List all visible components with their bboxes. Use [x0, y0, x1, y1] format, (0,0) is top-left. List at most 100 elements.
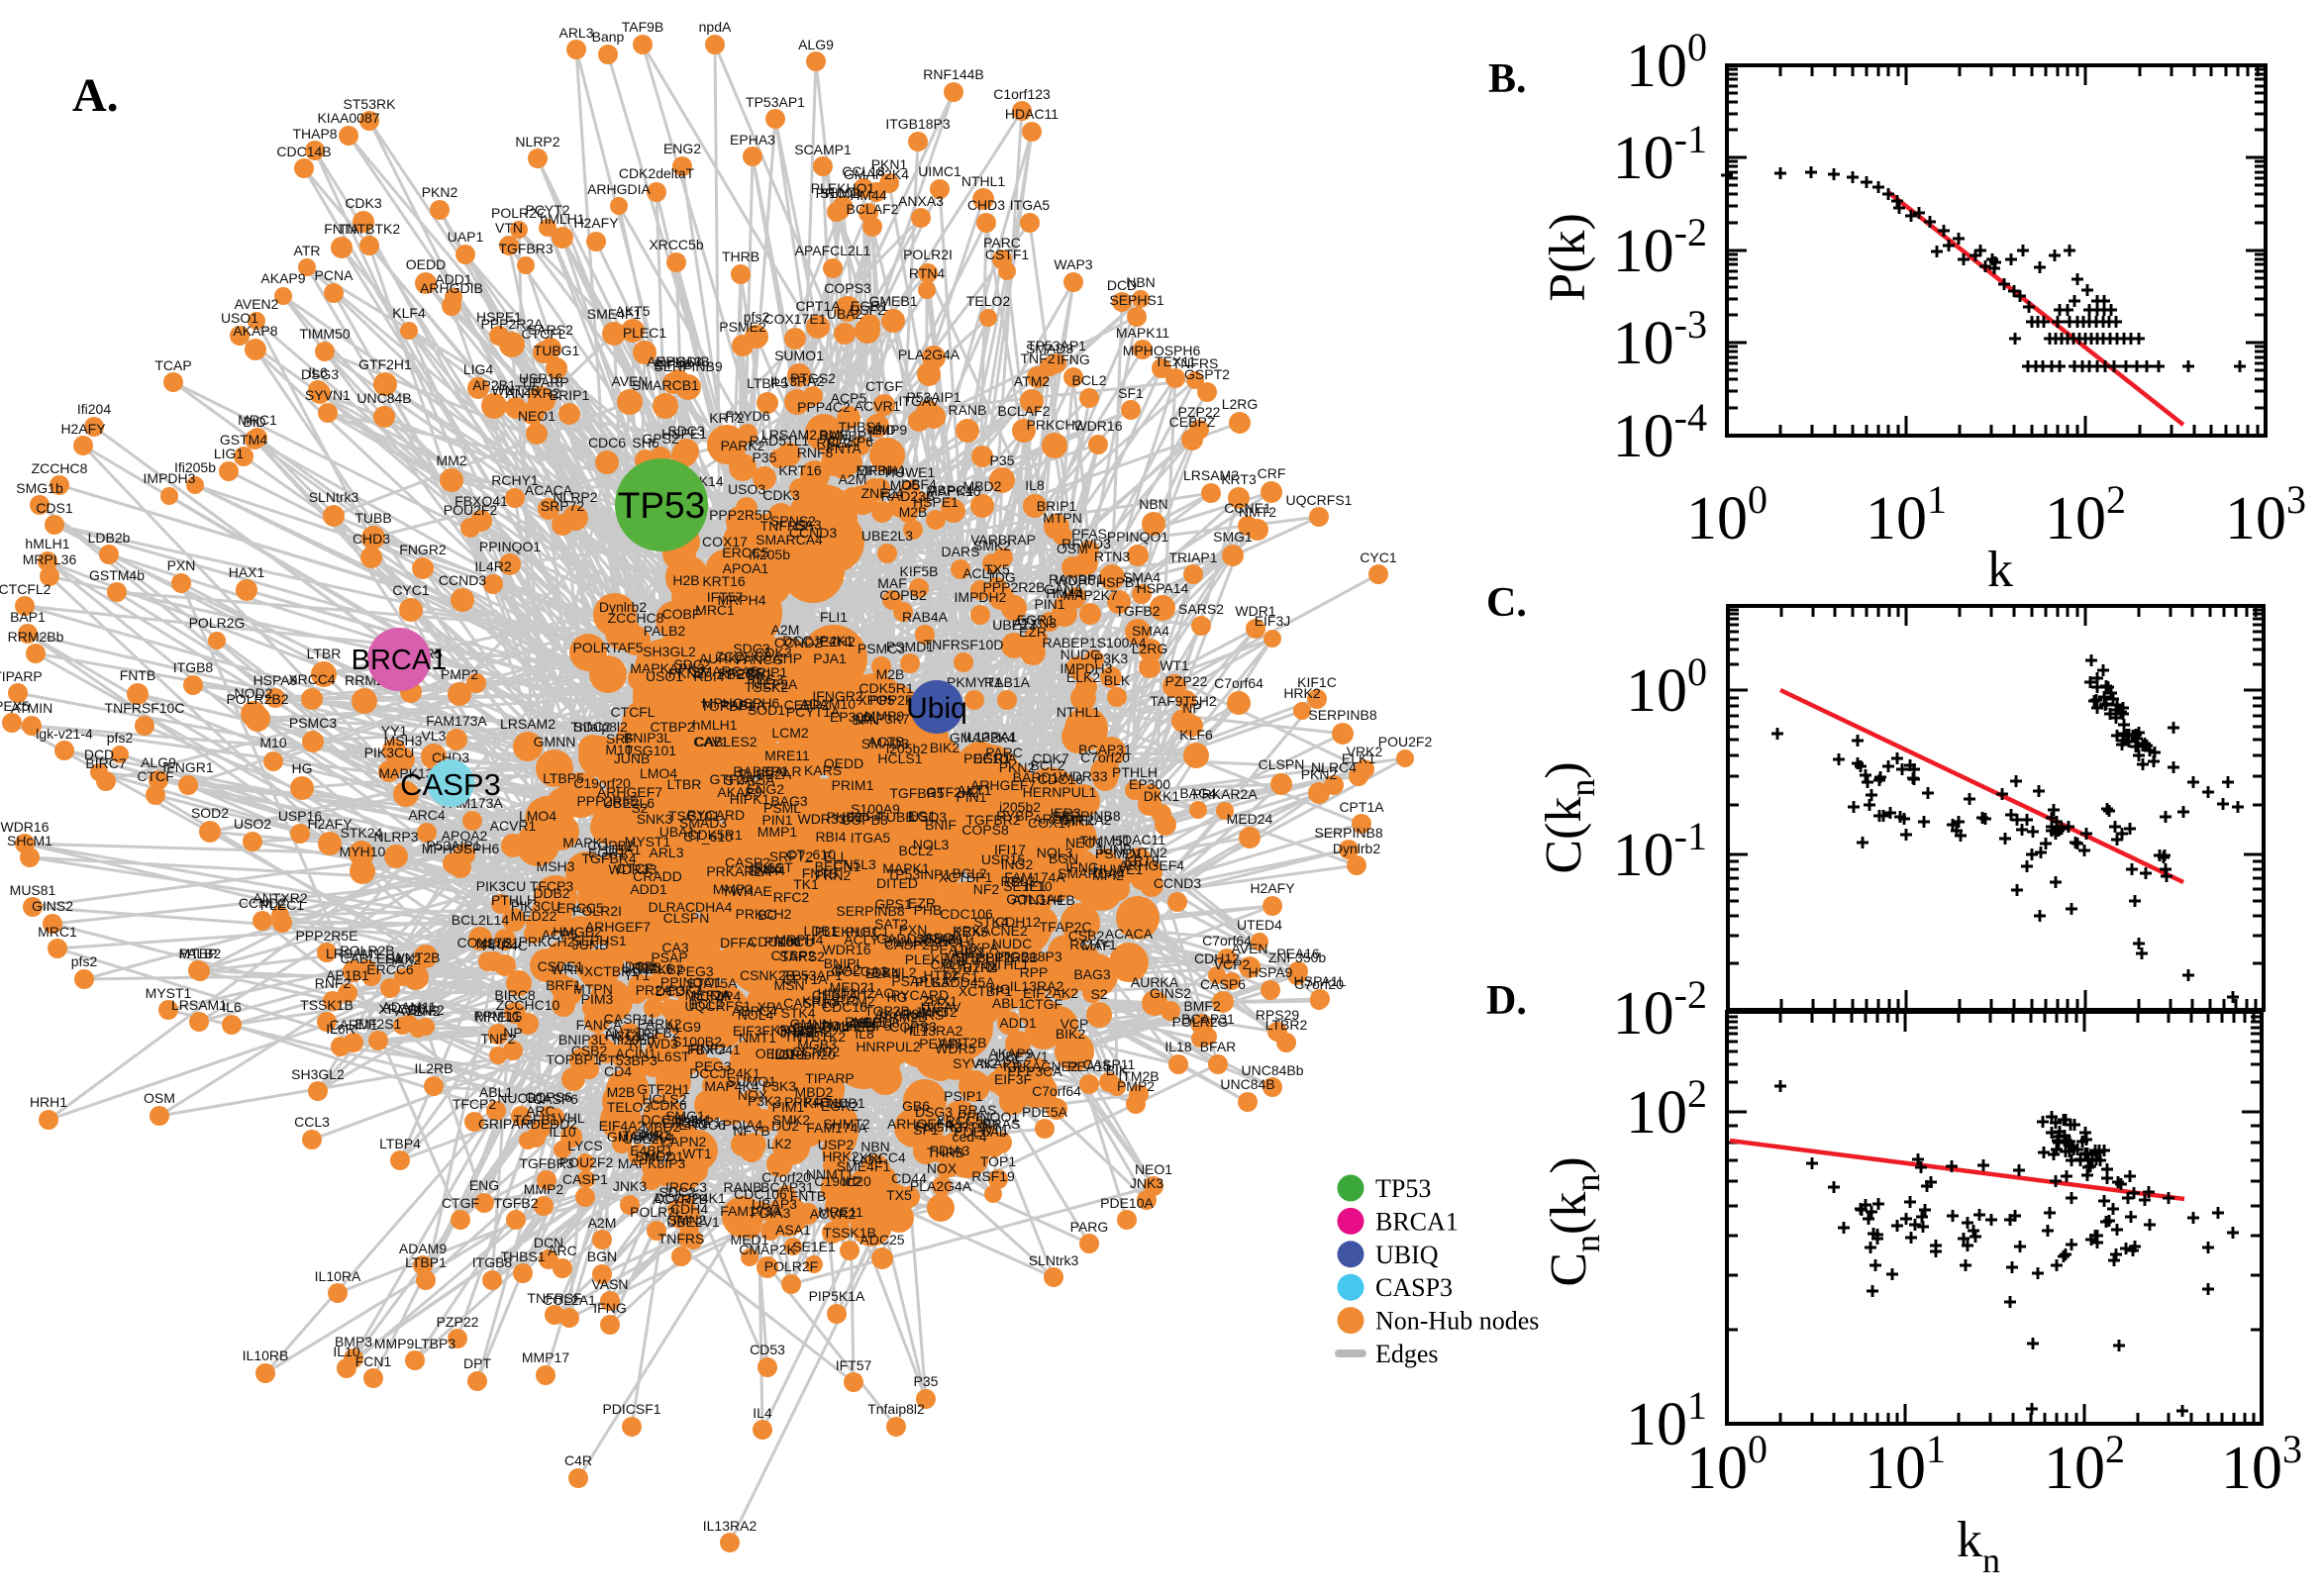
svg-text:XRCC6: XRCC6 [378, 1001, 426, 1017]
svg-text:NOX: NOX [738, 1087, 768, 1103]
svg-text:10-1: 10-1 [1613, 814, 1707, 889]
svg-text:ZCCHC8: ZCCHC8 [32, 460, 88, 476]
svg-text:BGN: BGN [1049, 850, 1078, 866]
svg-text:TSSK1B: TSSK1B [823, 1225, 876, 1241]
svg-text:BMF: BMF [819, 427, 849, 443]
svg-text:SYVN2: SYVN2 [953, 1055, 998, 1071]
svg-text:EIF3J: EIF3J [1255, 613, 1291, 629]
svg-text:ABL1: ABL1 [992, 995, 1026, 1011]
svg-text:SMK2: SMK2 [973, 538, 1011, 553]
svg-text:GMAP2K4: GMAP2K4 [844, 166, 909, 182]
svg-text:SMG1b: SMG1b [16, 480, 63, 496]
svg-text:CASP3: CASP3 [1375, 1273, 1453, 1302]
svg-text:ITGAV: ITGAV [899, 393, 941, 409]
svg-text:FNGR2: FNGR2 [399, 542, 447, 557]
svg-text:RANBP1: RANBP1 [819, 428, 874, 444]
svg-text:SMARCA4: SMARCA4 [1058, 865, 1125, 881]
svg-text:UBE2L3: UBE2L3 [861, 528, 913, 544]
svg-text:C7orf64: C7orf64 [1032, 1083, 1081, 1099]
svg-text:IL13RA2: IL13RA2 [703, 1518, 758, 1534]
svg-text:IL2: IL2 [842, 1173, 861, 1189]
svg-text:DCCJP4K1: DCCJP4K1 [641, 1112, 712, 1128]
svg-text:EIF3J: EIF3J [857, 462, 893, 478]
svg-text:BAP1: BAP1 [10, 609, 46, 625]
svg-text:CEBPZ: CEBPZ [784, 697, 831, 713]
svg-text:TOP1: TOP1 [980, 1153, 1017, 1169]
svg-text:IL10: IL10 [333, 1344, 359, 1359]
svg-text:M2B: M2B [607, 1084, 636, 1100]
svg-text:ERCC6: ERCC6 [678, 1117, 726, 1133]
svg-text:POLR2G: POLR2G [189, 615, 246, 631]
svg-text:DCCJP4K1: DCCJP4K1 [655, 1190, 726, 1206]
svg-text:L2RG: L2RG [1132, 641, 1168, 656]
svg-text:ACP5: ACP5 [831, 390, 867, 406]
svg-text:DKK1: DKK1 [1144, 788, 1180, 804]
svg-text:YY1: YY1 [624, 967, 651, 983]
svg-text:ADD1: ADD1 [435, 271, 472, 287]
svg-text:CASP6: CASP6 [533, 1091, 578, 1107]
svg-text:TDG: TDG [986, 569, 1016, 585]
svg-text:XRCC5b: XRCC5b [936, 1113, 990, 1129]
svg-text:ALG9: ALG9 [798, 37, 834, 52]
svg-text:SERPINB9: SERPINB9 [654, 358, 722, 374]
svg-text:USO1: USO1 [221, 310, 258, 326]
svg-text:IMPDH3: IMPDH3 [1060, 660, 1113, 676]
svg-text:CA3: CA3 [794, 517, 821, 533]
svg-text:TNF2: TNF2 [481, 1031, 516, 1047]
svg-text:AP1B1: AP1B1 [326, 967, 369, 983]
svg-text:MYST1: MYST1 [625, 834, 671, 849]
svg-text:ALG9: ALG9 [141, 754, 176, 770]
svg-text:C7orf20: C7orf20 [1080, 749, 1130, 765]
svg-text:PPP2R5D: PPP2R5D [709, 507, 772, 523]
svg-text:HSPE1: HSPE1 [913, 494, 959, 510]
svg-text:TNF2: TNF2 [1021, 350, 1056, 366]
svg-text:BCAP31: BCAP31 [760, 1179, 814, 1195]
svg-text:KRT3: KRT3 [1221, 471, 1257, 487]
svg-text:TGFB2: TGFB2 [1115, 603, 1160, 619]
svg-text:HCLS2: HCLS2 [642, 1091, 686, 1107]
svg-text:WT1: WT1 [682, 1146, 712, 1161]
svg-text:COX17: COX17 [702, 534, 748, 549]
svg-text:HSPA14: HSPA14 [1137, 580, 1189, 596]
svg-text:FBXO41: FBXO41 [454, 493, 508, 509]
svg-text:ZCCHC8: ZCCHC8 [608, 610, 664, 626]
svg-text:ELL: ELL [824, 848, 849, 864]
svg-text:TNFRSF: TNFRSF [527, 1290, 581, 1306]
svg-text:NOL4: NOL4 [738, 1007, 774, 1023]
svg-text:ACLY: ACLY [962, 565, 998, 581]
svg-text:Banp: Banp [592, 29, 625, 45]
svg-text:TUBB: TUBB [877, 809, 914, 825]
svg-text:HUWE1: HUWE1 [1093, 861, 1144, 877]
svg-text:BCAP31: BCAP31 [1181, 1011, 1235, 1027]
svg-text:PYCARD: PYCARD [687, 807, 745, 823]
svg-text:MSH2: MSH2 [945, 949, 983, 965]
svg-text:TGFB2: TGFB2 [635, 1025, 679, 1041]
svg-text:POLR2B2: POLR2B2 [226, 691, 288, 707]
svg-text:EP300: EP300 [830, 709, 871, 725]
svg-text:PLEC1: PLEC1 [623, 325, 667, 341]
svg-text:P53AIP1: P53AIP1 [426, 838, 480, 853]
svg-text:WDR5: WDR5 [1055, 572, 1095, 588]
svg-text:CDH4: CDH4 [670, 1201, 708, 1217]
svg-text:PCYT2: PCYT2 [525, 202, 569, 218]
svg-text:PEG3: PEG3 [747, 671, 784, 687]
svg-text:XCTBP1: XCTBP1 [939, 869, 993, 885]
svg-text:TP53: TP53 [618, 485, 705, 526]
svg-text:CLSPN: CLSPN [1259, 756, 1305, 772]
svg-text:FAM173A: FAM173A [720, 1203, 781, 1219]
svg-text:CARM1: CARM1 [329, 1017, 377, 1033]
svg-text:P35: P35 [914, 1373, 939, 1389]
svg-text:ITGA5: ITGA5 [851, 830, 891, 846]
svg-text:HSPE1: HSPE1 [661, 426, 707, 442]
svg-text:103: 103 [2225, 477, 2306, 552]
svg-text:P35: P35 [990, 452, 1015, 468]
svg-text:S100B2: S100B2 [672, 1034, 722, 1049]
svg-text:GSPT2: GSPT2 [1184, 366, 1230, 382]
svg-text:KIAA0087: KIAA0087 [317, 110, 379, 126]
svg-text:AVEN: AVEN [1231, 941, 1267, 956]
svg-text:IL6R2: IL6R2 [770, 1047, 808, 1062]
svg-text:PIN1: PIN1 [640, 1128, 670, 1144]
svg-text:RTN3: RTN3 [1094, 549, 1131, 564]
svg-text:TELO3: TELO3 [607, 1099, 652, 1115]
svg-text:GTF2A2: GTF2A2 [1060, 812, 1112, 828]
